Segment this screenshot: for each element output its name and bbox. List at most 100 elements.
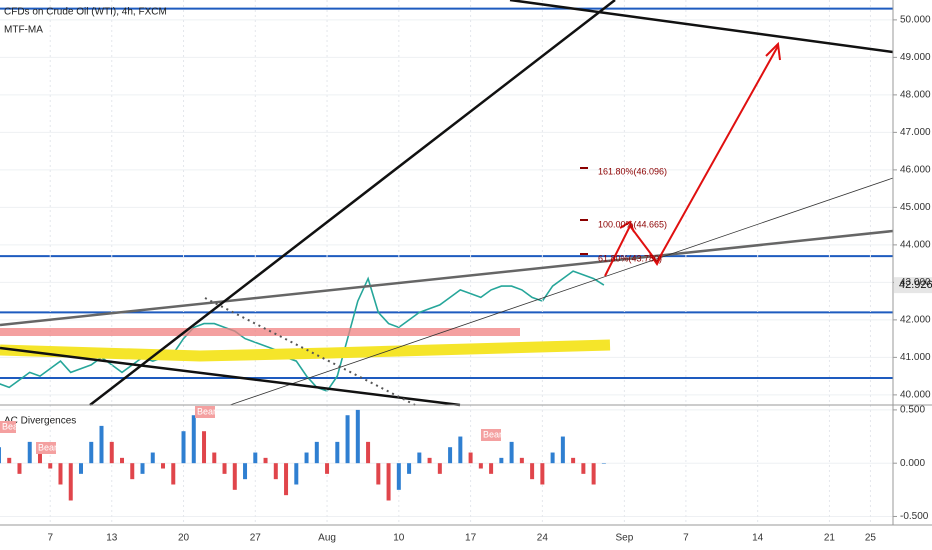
oscillator-bar [27, 441, 32, 464]
oscillator-bar [560, 436, 565, 464]
oscillator-bar [273, 463, 278, 480]
y-tick-label: 46.000 [900, 165, 931, 176]
x-tick-label: 17 [465, 533, 477, 544]
oscillator-bar [540, 463, 545, 485]
oscillator-bar [263, 457, 268, 464]
oscillator-bar [140, 463, 145, 474]
x-tick-label: 13 [106, 533, 118, 544]
trendline [0, 229, 894, 327]
oscillator-bar [78, 463, 83, 474]
oscillator-bar [181, 431, 186, 464]
trendline [509, 0, 894, 54]
oscillator-bar [530, 463, 535, 480]
oscillator-bar [109, 441, 114, 464]
oscillator-bar [509, 441, 514, 464]
oscillator-bar [304, 452, 309, 464]
x-tick-label: 27 [250, 533, 262, 544]
oscillator-bar [468, 452, 473, 464]
last-price-box [894, 277, 932, 294]
price-line [0, 270, 605, 393]
y-tick-label: 41.000 [900, 352, 931, 363]
oscillator-bar [17, 463, 22, 474]
oscillator-bar [130, 463, 135, 480]
oscillator-bar [202, 431, 207, 464]
annotation: Bear [2, 421, 21, 431]
label-box [36, 442, 56, 454]
drawings [0, 0, 894, 407]
oscillator-bar [335, 441, 340, 464]
x-tick-label: 25 [865, 533, 877, 544]
oscillator-bar [489, 463, 494, 474]
oscillator-bar [68, 463, 73, 501]
y-tick-label: 0.000 [900, 458, 925, 469]
oscillator-bar [417, 452, 422, 464]
x-tick-label: Sep [615, 533, 633, 544]
oscillator-bar [253, 452, 258, 464]
x-tick-label: 14 [752, 533, 764, 544]
oscillator-bar [396, 463, 401, 490]
label-box [195, 406, 215, 418]
x-tick-label: Aug [318, 533, 336, 544]
oscillator-bar [37, 452, 42, 464]
x-tick-label: 10 [393, 533, 405, 544]
oscillator-bar [591, 463, 596, 485]
oscillator-bar [99, 425, 104, 464]
y-tick-label: 0.500 [900, 405, 925, 416]
oscillator-bar [448, 447, 453, 464]
zone [0, 328, 520, 336]
last-price-label: 42.926 [899, 279, 932, 291]
x-tick-label: 20 [178, 533, 190, 544]
oscillator-bar [284, 463, 289, 496]
oscillator-bar [161, 463, 166, 469]
y-tick-label: 50.000 [900, 15, 931, 26]
oscillator-bar [437, 463, 442, 474]
fib-label: 161.80%(46.096) [598, 166, 667, 176]
annotation: Bear [483, 429, 502, 439]
oscillator-bar [222, 463, 227, 474]
oscillator-bar [345, 415, 350, 464]
indicator-name: AC Divergences [4, 416, 76, 427]
oscillator-bar [314, 441, 319, 464]
label-box [481, 429, 501, 441]
oscillator-bar [7, 457, 12, 464]
oscillator-bar [478, 463, 483, 469]
fib-label: 100.00%(44.665) [598, 219, 667, 229]
y-tick-label: 47.000 [900, 127, 931, 138]
annotation: Bear [197, 406, 216, 416]
oscillator-bar [325, 463, 330, 474]
oscillator-bar [386, 463, 391, 501]
oscillator-bar [232, 463, 237, 490]
oscillator-bar [581, 463, 586, 474]
fib-mark [580, 167, 588, 255]
y-tick-label: -0.500 [900, 511, 929, 522]
oscillator-bar [499, 457, 504, 464]
zone [0, 339, 611, 362]
oscillator-bar [366, 441, 371, 464]
fib-label: 61.80%(43.780) [598, 253, 662, 263]
oscillator-bar [407, 463, 412, 474]
trendline [229, 177, 894, 406]
x-tick-label: 7 [47, 533, 53, 544]
oscillator-bar [191, 415, 196, 464]
x-tick-label: 21 [824, 533, 836, 544]
indicator-name: MTF-MA [4, 25, 43, 36]
oscillator-bar [550, 452, 555, 464]
trendline [0, 346, 461, 407]
oscillator-bar [294, 463, 299, 485]
x-tick-label: 7 [683, 533, 689, 544]
projection [604, 45, 779, 277]
arrowhead [619, 41, 781, 266]
oscillator-bar [48, 463, 53, 469]
oscillator-bar [89, 441, 94, 464]
oscillator-bar [427, 457, 432, 464]
y-tick-label: 43.000 [900, 277, 931, 288]
oscillator-bar [212, 452, 217, 464]
y-tick-label: 40.000 [900, 390, 931, 401]
oscillator-bar [0, 447, 1, 464]
oscillator-bar [120, 457, 125, 464]
annotation: Bear [38, 442, 57, 452]
y-tick-label: 49.000 [900, 52, 931, 63]
oscillator-bar [458, 436, 463, 464]
